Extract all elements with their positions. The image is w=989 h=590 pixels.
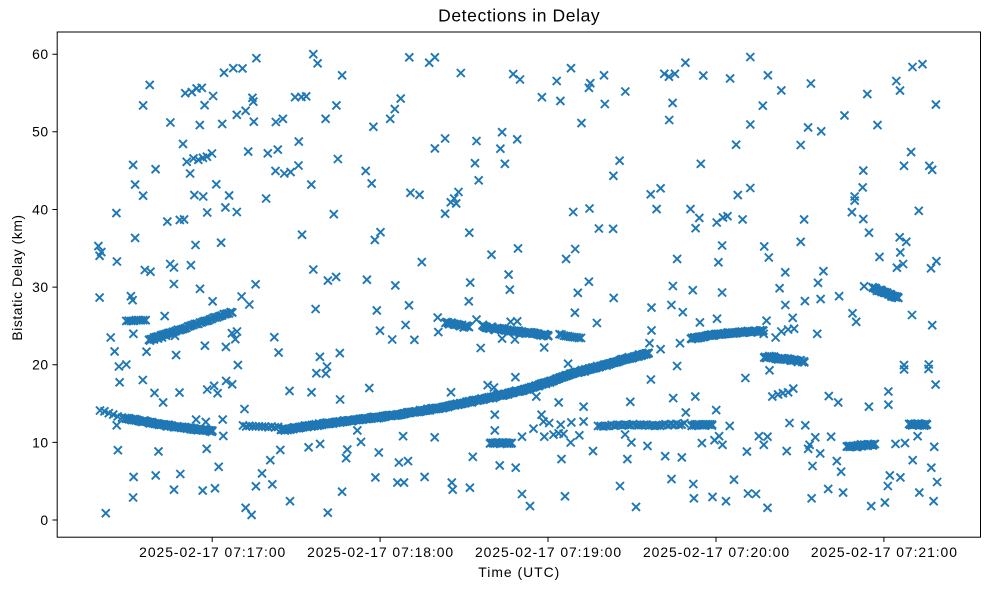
svg-text:2025-02-17 07:17:00: 2025-02-17 07:17:00	[139, 544, 286, 560]
svg-text:2025-02-17 07:20:00: 2025-02-17 07:20:00	[643, 544, 790, 560]
svg-text:2025-02-17 07:18:00: 2025-02-17 07:18:00	[307, 544, 454, 560]
svg-text:10: 10	[32, 434, 48, 450]
svg-text:30: 30	[32, 279, 48, 295]
svg-text:2025-02-17 07:21:00: 2025-02-17 07:21:00	[811, 544, 958, 560]
svg-text:Detections in Delay: Detections in Delay	[438, 5, 600, 25]
svg-text:2025-02-17 07:19:00: 2025-02-17 07:19:00	[475, 544, 622, 560]
svg-text:50: 50	[32, 124, 48, 140]
svg-text:0: 0	[40, 512, 48, 528]
svg-text:60: 60	[32, 46, 48, 62]
svg-text:20: 20	[32, 357, 48, 373]
svg-text:Time (UTC): Time (UTC)	[478, 564, 560, 580]
svg-text:40: 40	[32, 201, 48, 217]
svg-text:Bistatic Delay (km): Bistatic Delay (km)	[9, 214, 25, 340]
